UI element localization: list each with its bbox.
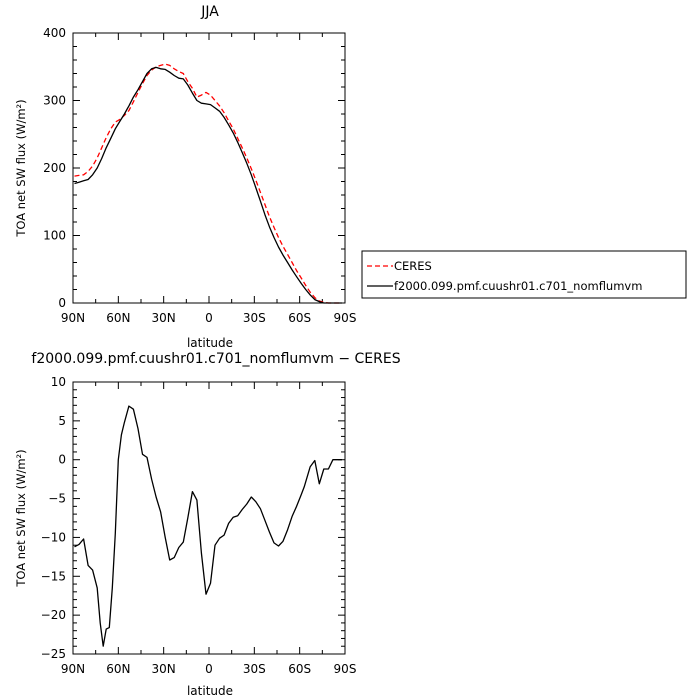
bottom-y-tick-label: 0: [58, 453, 66, 467]
bottom-y-tick-label: 10: [51, 375, 66, 389]
bottom-panel: f2000.099.pmf.cuushr01.c701_nomflumvm − …: [14, 351, 401, 698]
bottom-x-tick-label: 30S: [243, 662, 266, 676]
top-axis-ticks: 90N 60N 30N 0 30S 60S 90S 0 100 200 300 400: [43, 26, 356, 325]
top-x-tick-label: 60N: [106, 311, 130, 325]
bottom-x-tick-label: 0: [205, 662, 213, 676]
legend: CERES f2000.099.pmf.cuushr01.c701_nomflu…: [362, 251, 686, 298]
top-x-tick-label: 30N: [152, 311, 176, 325]
bottom-x-tick-label: 30N: [152, 662, 176, 676]
bottom-plot-frame: [73, 382, 345, 654]
top-series-lines: [75, 64, 343, 303]
bottom-chart-title: f2000.099.pmf.cuushr01.c701_nomflumvm − …: [31, 351, 400, 367]
bottom-x-axis-label: latitude: [187, 684, 233, 698]
bottom-y-tick-label: −15: [41, 569, 66, 583]
bottom-y-tick-label: −5: [48, 492, 66, 506]
bottom-x-tick-label: 60N: [106, 662, 130, 676]
top-y-tick-label: 200: [43, 161, 66, 175]
legend-label-model: f2000.099.pmf.cuushr01.c701_nomflumvm: [394, 279, 642, 293]
top-y-tick-label: 100: [43, 229, 66, 243]
top-x-tick-label: 90N: [61, 311, 85, 325]
top-chart-title: JJA: [200, 4, 219, 20]
top-series-line-1: [75, 67, 343, 303]
bottom-series-lines: [75, 406, 343, 646]
top-x-axis-label: latitude: [187, 336, 233, 350]
top-x-tick-label: 0: [205, 311, 213, 325]
top-panel: JJA TOA net SW flux (W/m²) latitude 90N 6…: [14, 4, 356, 350]
top-y-tick-label: 0: [58, 296, 66, 310]
top-y-tick-label: 300: [43, 94, 66, 108]
top-series-line-0: [75, 64, 343, 303]
bottom-y-tick-label: −25: [41, 647, 66, 661]
bottom-x-tick-label: 90N: [61, 662, 85, 676]
bottom-y-tick-label: 5: [58, 414, 66, 428]
top-y-axis-label: TOA net SW flux (W/m²): [14, 99, 28, 237]
top-plot-frame: [73, 33, 345, 303]
top-x-tick-label: 90S: [334, 311, 357, 325]
bottom-x-tick-label: 90S: [334, 662, 357, 676]
top-x-tick-label: 30S: [243, 311, 266, 325]
top-y-tick-label: 400: [43, 26, 66, 40]
legend-label-ceres: CERES: [394, 259, 432, 273]
top-x-tick-label: 60S: [288, 311, 311, 325]
bottom-series-line-0: [75, 406, 343, 646]
bottom-y-axis-label: TOA net SW flux (W/m²): [14, 449, 28, 587]
bottom-y-tick-label: −10: [41, 530, 66, 544]
bottom-x-tick-label: 60S: [288, 662, 311, 676]
bottom-y-tick-label: −20: [41, 608, 66, 622]
